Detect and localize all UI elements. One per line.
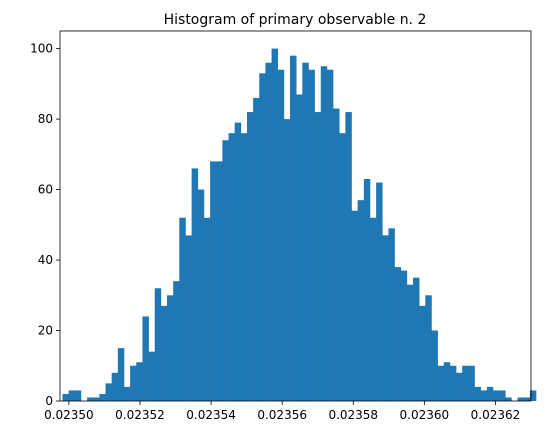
y-tick-label: 40 bbox=[38, 253, 53, 267]
histogram-bar bbox=[216, 161, 223, 401]
histogram-bar bbox=[259, 73, 266, 401]
histogram-bar bbox=[425, 295, 432, 401]
x-tick-label: 0.02354 bbox=[186, 408, 236, 422]
histogram-bar bbox=[505, 397, 512, 401]
y-tick-label: 100 bbox=[30, 42, 53, 56]
bars-group bbox=[62, 48, 537, 402]
histogram-bar bbox=[382, 235, 389, 401]
histogram-bar bbox=[130, 365, 137, 401]
histogram-bar bbox=[111, 372, 119, 401]
histogram-bar bbox=[431, 330, 438, 401]
histogram-bar bbox=[523, 397, 531, 401]
y-axis: 0 20 40 60 80 100 bbox=[30, 42, 60, 408]
histogram-bar bbox=[222, 140, 229, 402]
histogram-bar bbox=[376, 182, 383, 401]
histogram-bar bbox=[191, 168, 199, 401]
histogram-bar bbox=[290, 55, 297, 402]
histogram-bar bbox=[246, 112, 254, 402]
histogram-bar bbox=[369, 217, 377, 401]
histogram-bar bbox=[185, 235, 192, 401]
x-tick-label: 0.02356 bbox=[257, 408, 307, 422]
histogram-bar bbox=[173, 281, 180, 401]
x-tick-label: 0.02360 bbox=[400, 408, 450, 422]
histogram-bar bbox=[419, 305, 426, 401]
histogram-bar bbox=[449, 365, 457, 401]
histogram-bar bbox=[302, 62, 309, 402]
histogram-bar bbox=[406, 284, 414, 401]
histogram-bar bbox=[345, 112, 352, 402]
histogram-bar bbox=[400, 270, 408, 401]
histogram-bar bbox=[357, 200, 365, 401]
histogram-bar bbox=[62, 393, 69, 401]
histogram-bar bbox=[283, 119, 291, 401]
histogram-bar bbox=[203, 217, 211, 401]
histogram-bar bbox=[474, 386, 481, 401]
histogram-bar bbox=[499, 390, 506, 401]
histogram-bar bbox=[265, 62, 272, 402]
histogram-bar bbox=[234, 122, 242, 402]
y-tick-label: 20 bbox=[38, 324, 53, 338]
histogram-bar bbox=[351, 210, 358, 401]
histogram-bar bbox=[136, 362, 143, 401]
histogram-bar bbox=[413, 277, 420, 401]
x-tick-label: 0.02362 bbox=[471, 408, 521, 422]
histogram-bar bbox=[105, 383, 112, 401]
histogram-bar bbox=[456, 372, 463, 401]
histogram-bar bbox=[179, 217, 186, 401]
histogram-bar bbox=[468, 365, 475, 401]
histogram-bar bbox=[228, 133, 235, 401]
histogram-bar bbox=[160, 305, 168, 401]
histogram-bar bbox=[443, 362, 451, 401]
plot-frame bbox=[59, 30, 532, 402]
histogram-bar bbox=[197, 189, 205, 401]
histogram-bar bbox=[326, 69, 334, 401]
histogram-bar bbox=[486, 386, 494, 401]
histogram-bar bbox=[363, 179, 371, 401]
histogram-bar bbox=[437, 365, 445, 401]
y-tick-label: 80 bbox=[38, 112, 53, 126]
histogram-bar bbox=[271, 48, 279, 402]
histogram-bar bbox=[74, 390, 82, 401]
histogram-bar bbox=[462, 365, 469, 401]
histogram-bar bbox=[142, 316, 149, 401]
histogram-bar bbox=[117, 348, 125, 401]
histogram-bar bbox=[296, 94, 303, 402]
histogram-bar bbox=[154, 288, 162, 401]
histogram-bar bbox=[68, 390, 76, 401]
histogram-bar bbox=[308, 69, 315, 401]
chart-title: Histogram of primary observable n. 2 bbox=[164, 12, 427, 28]
histogram-bar bbox=[394, 267, 402, 401]
histogram-bar bbox=[529, 390, 537, 401]
histogram-bar bbox=[99, 393, 106, 401]
histogram-bar bbox=[148, 351, 156, 401]
histogram-bar bbox=[320, 66, 328, 402]
histogram-bar bbox=[517, 397, 525, 401]
histogram-bar bbox=[123, 386, 131, 401]
histogram-bar bbox=[87, 397, 94, 401]
x-tick-label: 0.02358 bbox=[328, 408, 378, 422]
histogram-bar bbox=[314, 112, 322, 402]
histogram-bar bbox=[93, 397, 100, 401]
y-tick-label: 60 bbox=[38, 183, 53, 197]
histogram-bar bbox=[480, 390, 488, 401]
histogram-bar bbox=[333, 108, 340, 402]
histogram-bar bbox=[253, 97, 260, 401]
x-axis: 0.02350 0.02352 0.02354 0.02356 0.02358 0.023… bbox=[44, 401, 520, 422]
histogram-bar bbox=[339, 133, 346, 401]
histogram-bar bbox=[240, 133, 248, 401]
x-tick-label: 0.02352 bbox=[115, 408, 165, 422]
histogram-bar bbox=[167, 295, 174, 401]
histogram-bar bbox=[492, 390, 500, 401]
x-tick-label: 0.02350 bbox=[44, 408, 94, 422]
histogram-bar bbox=[277, 69, 285, 401]
histogram-bar bbox=[388, 228, 395, 401]
histogram-bar bbox=[210, 161, 217, 401]
y-tick-label: 0 bbox=[45, 394, 53, 408]
